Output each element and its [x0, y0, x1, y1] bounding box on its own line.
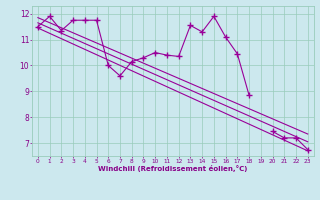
X-axis label: Windchill (Refroidissement éolien,°C): Windchill (Refroidissement éolien,°C): [98, 165, 247, 172]
